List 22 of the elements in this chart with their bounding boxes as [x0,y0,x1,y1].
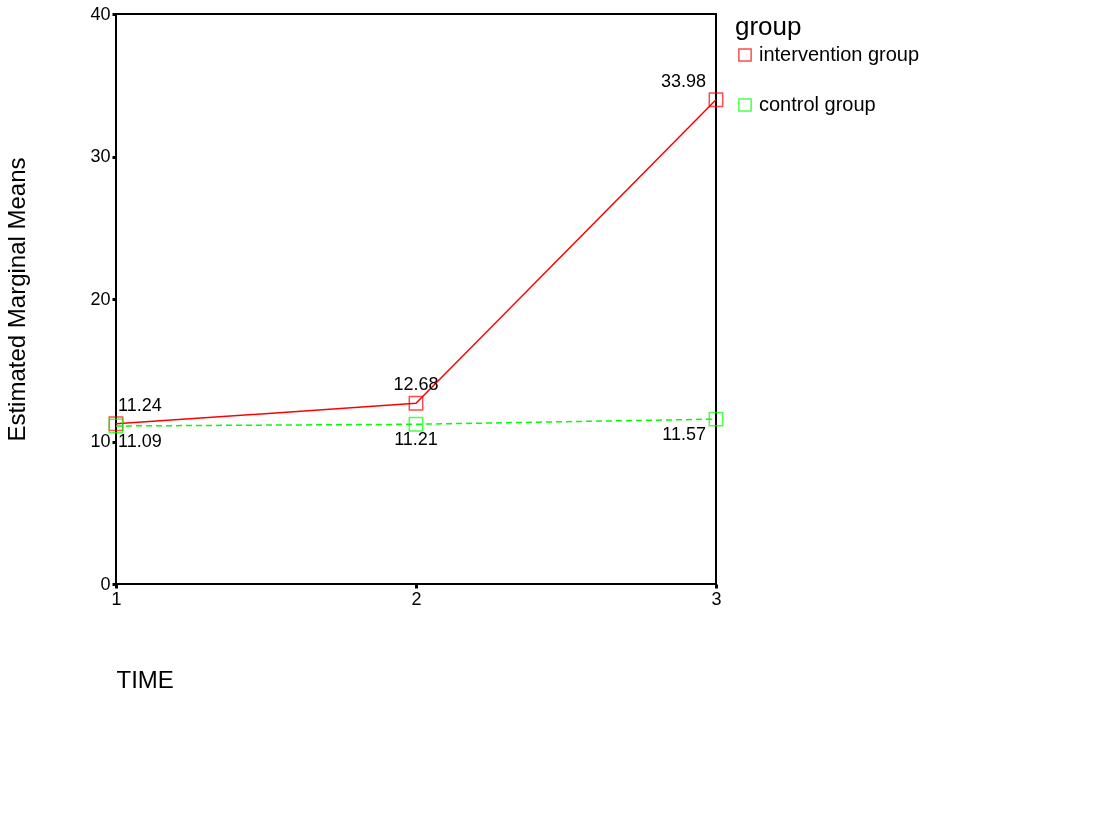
x-tick-label: 3 [711,588,722,609]
y-axis-title: Estimated Marginal Means [3,157,31,442]
point [408,416,424,432]
point [408,395,424,411]
point [708,411,724,427]
y-tick-label: 40 [90,3,111,24]
data-label: 11.24 [118,394,162,415]
y-tick-label: 0 [100,573,111,594]
x-tick-label: 2 [411,588,422,609]
y-tick-label: 10 [90,431,111,451]
x-tick-label: 1 [111,588,122,609]
y-tick-label: 20 [90,288,111,309]
legend-label: control group [759,93,876,115]
legend-title: group [735,11,802,41]
data-label: 11.21 [394,429,438,450]
legend-label: intervention group [759,43,920,65]
point [708,92,724,108]
data-label: 11.09 [118,430,162,451]
data-label: 11.57 [662,424,706,445]
x-axis-title: TIME [116,665,174,693]
data-label: 33.98 [660,70,706,91]
y-tick-label: 30 [90,146,111,166]
